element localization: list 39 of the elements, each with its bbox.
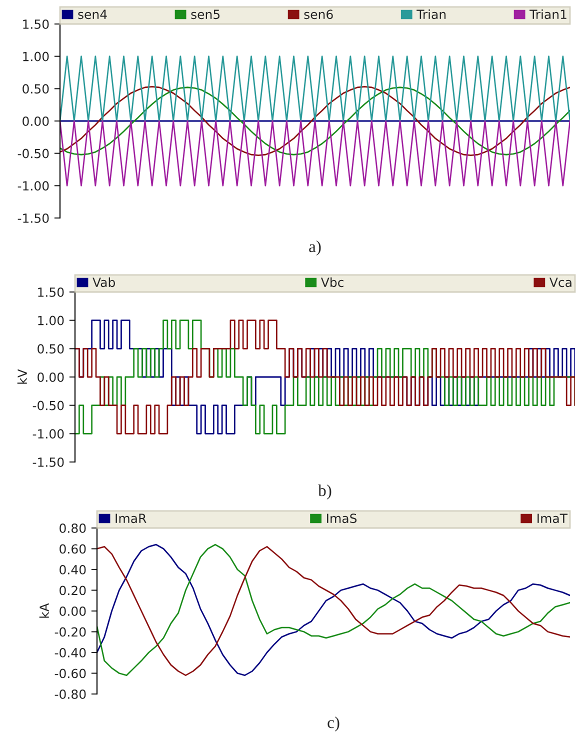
y-tick-label: 0.50 <box>22 84 49 94</box>
legend-label: Vab <box>92 277 115 288</box>
y-tick-label: -1.00 <box>18 181 49 191</box>
y-tick-label: 1.50 <box>23 19 49 29</box>
legend-label: Vca <box>550 278 572 288</box>
y-tick-label: -0.20 <box>54 627 86 637</box>
y-tick-label: 0.00 <box>38 372 64 382</box>
legend-label: ImaT <box>538 514 568 524</box>
y-tick-label: 0.80 <box>60 523 86 533</box>
y-tick-label: 1.00 <box>23 52 49 62</box>
y-tick-label: 1.50 <box>38 287 64 297</box>
y-tick-label: 0.60 <box>60 544 86 554</box>
y-tick-label: -1.50 <box>18 213 49 223</box>
text: a) <box>309 240 321 256</box>
y-tick-label: -0.40 <box>54 648 86 658</box>
y-tick-label: -1.00 <box>32 429 64 439</box>
y-tick-label: 0.20 <box>60 586 86 596</box>
text: b) <box>318 484 332 500</box>
y-tick-label: -0.50 <box>18 148 49 158</box>
y-tick-label: -1.50 <box>32 457 64 467</box>
y-tick-label: 1.00 <box>38 316 64 326</box>
y-axis-title: kA <box>39 603 49 618</box>
y-axis-title: kV <box>17 369 27 384</box>
legend-label: Trian <box>416 9 446 20</box>
legend-label: Trian1 <box>530 9 566 20</box>
legend-label: ImaS <box>327 514 357 524</box>
legend-label: sen6 <box>304 10 333 20</box>
y-tick-label: 0.40 <box>60 564 86 574</box>
legend-label: ImaR <box>116 514 146 524</box>
text: c) <box>328 716 340 732</box>
y-tick-label: 0.00 <box>60 606 86 616</box>
y-tick-label: -0.60 <box>54 668 86 678</box>
legend-label: sen4 <box>78 10 107 20</box>
legend-label: Vbc <box>320 277 344 288</box>
y-tick-label: 0.00 <box>22 116 49 126</box>
legend-label: sen5 <box>191 10 220 20</box>
y-tick-label: -0.50 <box>32 400 64 410</box>
y-tick-label: -0.80 <box>54 689 86 699</box>
y-tick-label: 0.50 <box>38 344 64 354</box>
